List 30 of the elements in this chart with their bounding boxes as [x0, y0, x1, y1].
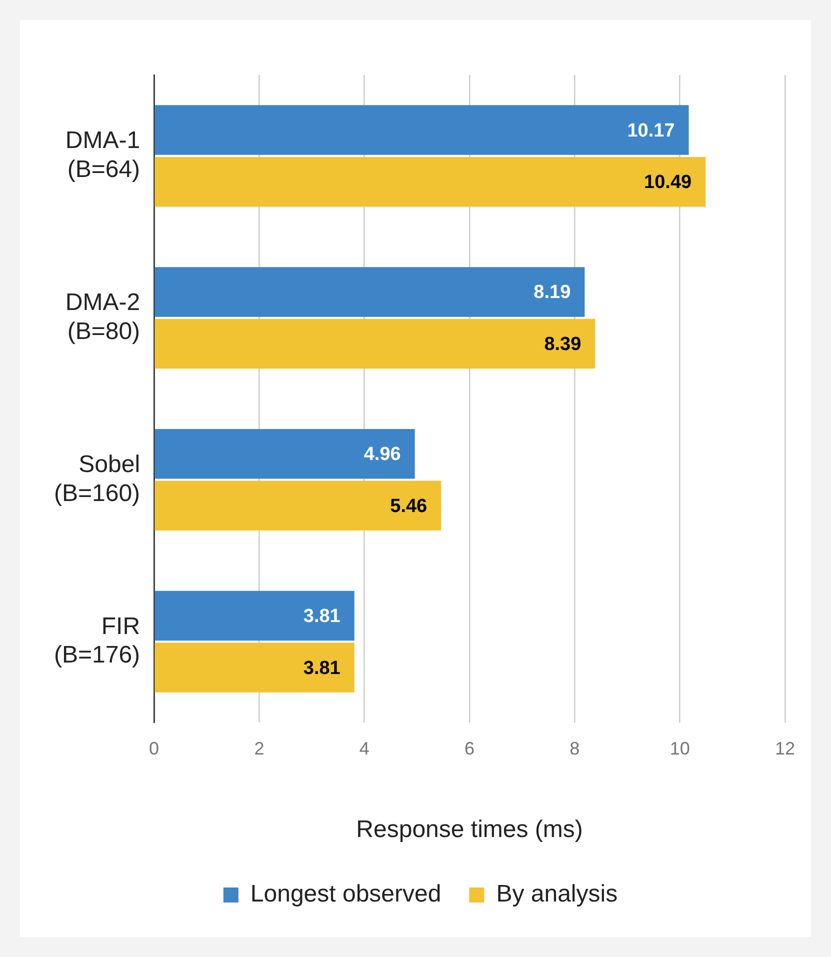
bar	[154, 642, 354, 692]
bar	[154, 156, 706, 207]
x-tick-label: 0	[149, 738, 160, 758]
y-tick-label: FIR (B=176)	[54, 612, 140, 669]
x-axis-title: Response times (ms)	[356, 816, 583, 844]
x-tick-label: 10	[670, 738, 690, 758]
data-label: 3.81	[303, 606, 341, 627]
data-label: 10.17	[627, 120, 675, 142]
bar	[154, 590, 354, 641]
bar	[154, 105, 689, 155]
x-tick-label: 6	[464, 738, 475, 758]
bar	[154, 267, 585, 317]
data-label: 8.19	[534, 282, 571, 304]
y-tick-label: DMA-1 (B=64)	[65, 127, 140, 183]
data-label: 3.81	[303, 658, 341, 679]
legend-label: By analysis	[496, 880, 618, 908]
x-tick-label: 12	[774, 738, 796, 758]
x-tick-label: 8	[570, 738, 580, 758]
bar	[154, 480, 442, 531]
bar	[154, 318, 596, 369]
y-tick-label: Sobel (B=160)	[54, 450, 140, 507]
legend-label: Longest observed	[250, 880, 442, 908]
data-label: 8.39	[544, 334, 582, 355]
data-label: 5.46	[390, 496, 428, 517]
bar	[154, 428, 415, 479]
x-tick-label: 4	[359, 738, 370, 758]
x-tick-label: 2	[254, 738, 264, 758]
y-tick-label: DMA-2 (B=80)	[65, 289, 140, 345]
data-label: 10.49	[644, 172, 692, 194]
data-label: 4.96	[364, 444, 401, 466]
